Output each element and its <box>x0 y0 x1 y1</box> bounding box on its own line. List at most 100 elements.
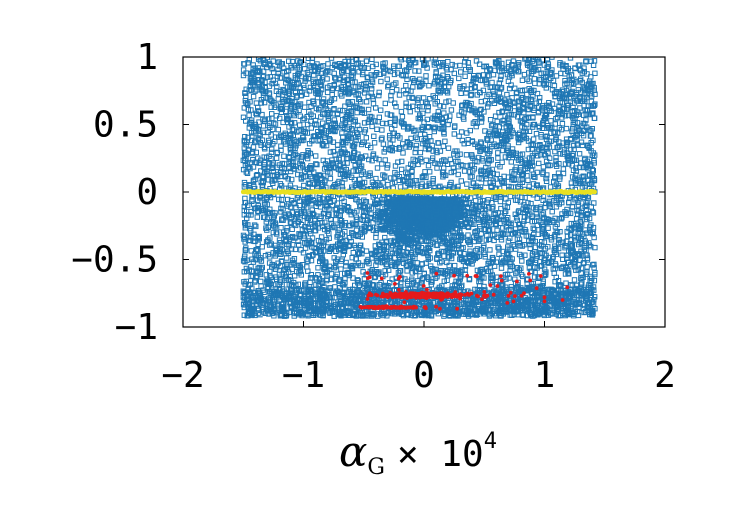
blue-point <box>400 150 406 156</box>
blue-point <box>296 67 303 73</box>
blue-point <box>548 118 554 124</box>
blue-point <box>417 149 424 156</box>
blue-point <box>413 142 420 149</box>
blue-point <box>313 161 319 167</box>
blue-point <box>403 103 409 110</box>
blue-point <box>507 193 514 200</box>
blue-point <box>260 68 267 74</box>
blue-point <box>461 168 468 174</box>
blue-point <box>371 140 378 146</box>
blue-point <box>464 181 470 187</box>
blue-point <box>398 108 405 115</box>
blue-point <box>494 118 500 125</box>
blue-point <box>571 142 577 149</box>
blue-point <box>333 217 339 223</box>
blue-point <box>425 57 431 62</box>
blue-point <box>445 145 452 151</box>
blue-point <box>559 121 566 127</box>
blue-point <box>306 252 313 259</box>
blue-point <box>326 235 332 241</box>
blue-point <box>447 156 454 163</box>
blue-point <box>374 126 380 132</box>
blue-point <box>521 71 528 78</box>
blue-point <box>433 69 439 75</box>
blue-point <box>380 141 387 147</box>
blue-point <box>350 250 357 256</box>
blue-point <box>566 86 572 92</box>
blue-point <box>363 135 370 141</box>
blue-point <box>281 153 287 159</box>
blue-point <box>327 175 334 182</box>
blue-point <box>522 252 528 258</box>
blue-point <box>270 180 276 187</box>
blue-point <box>250 144 257 150</box>
blue-point <box>317 105 323 111</box>
blue-point <box>253 100 260 106</box>
blue-point <box>456 75 462 82</box>
blue-point <box>403 82 409 89</box>
blue-point <box>571 277 578 283</box>
blue-point <box>267 74 274 80</box>
blue-point <box>313 153 319 159</box>
blue-point <box>392 100 398 106</box>
blue-point <box>379 127 385 133</box>
blue-point <box>273 155 280 161</box>
blue-point <box>326 99 333 105</box>
blue-point <box>516 60 522 66</box>
blue-point <box>533 131 540 137</box>
blue-point <box>282 238 289 244</box>
blue-point <box>478 176 485 182</box>
blue-point <box>329 128 335 134</box>
blue-point <box>324 76 330 82</box>
blue-point <box>492 127 498 133</box>
blue-point <box>579 142 586 149</box>
blue-point <box>495 244 501 250</box>
blue-point <box>450 100 456 106</box>
blue-point <box>462 73 468 79</box>
blue-point <box>291 120 298 126</box>
blue-point <box>423 157 429 164</box>
blue-point <box>295 238 301 245</box>
blue-point <box>448 107 455 113</box>
blue-point <box>531 274 538 280</box>
blue-point <box>540 164 547 170</box>
blue-point <box>458 69 464 75</box>
blue-point <box>545 225 551 231</box>
blue-point <box>369 57 375 62</box>
blue-point <box>560 63 566 69</box>
series-layer <box>240 57 598 319</box>
blue-point <box>489 79 495 86</box>
blue-point <box>512 197 519 203</box>
blue-point <box>425 163 432 169</box>
blue-point <box>536 160 542 167</box>
blue-point <box>295 171 301 178</box>
blue-point <box>292 246 299 253</box>
blue-point <box>274 83 280 90</box>
blue-point <box>396 92 403 98</box>
blue-point <box>328 217 334 223</box>
blue-point <box>445 59 451 65</box>
blue-point <box>452 262 458 269</box>
blue-point <box>525 97 531 103</box>
blue-point <box>525 138 532 144</box>
blue-point <box>253 223 259 230</box>
blue-point <box>467 195 474 201</box>
blue-point <box>463 152 470 158</box>
blue-point <box>553 204 560 210</box>
blue-point <box>341 67 347 73</box>
blue-point <box>384 76 390 82</box>
blue-point <box>385 82 392 88</box>
blue-point <box>563 125 570 132</box>
blue-point <box>374 165 381 171</box>
blue-point <box>412 127 418 133</box>
blue-point <box>552 121 558 127</box>
blue-point <box>451 70 458 77</box>
blue-point <box>269 146 275 152</box>
blue-point <box>248 248 255 254</box>
blue-point <box>487 247 493 253</box>
blue-point <box>376 92 382 99</box>
blue-point <box>363 99 370 105</box>
blue-point <box>399 114 406 120</box>
blue-point <box>531 76 538 82</box>
